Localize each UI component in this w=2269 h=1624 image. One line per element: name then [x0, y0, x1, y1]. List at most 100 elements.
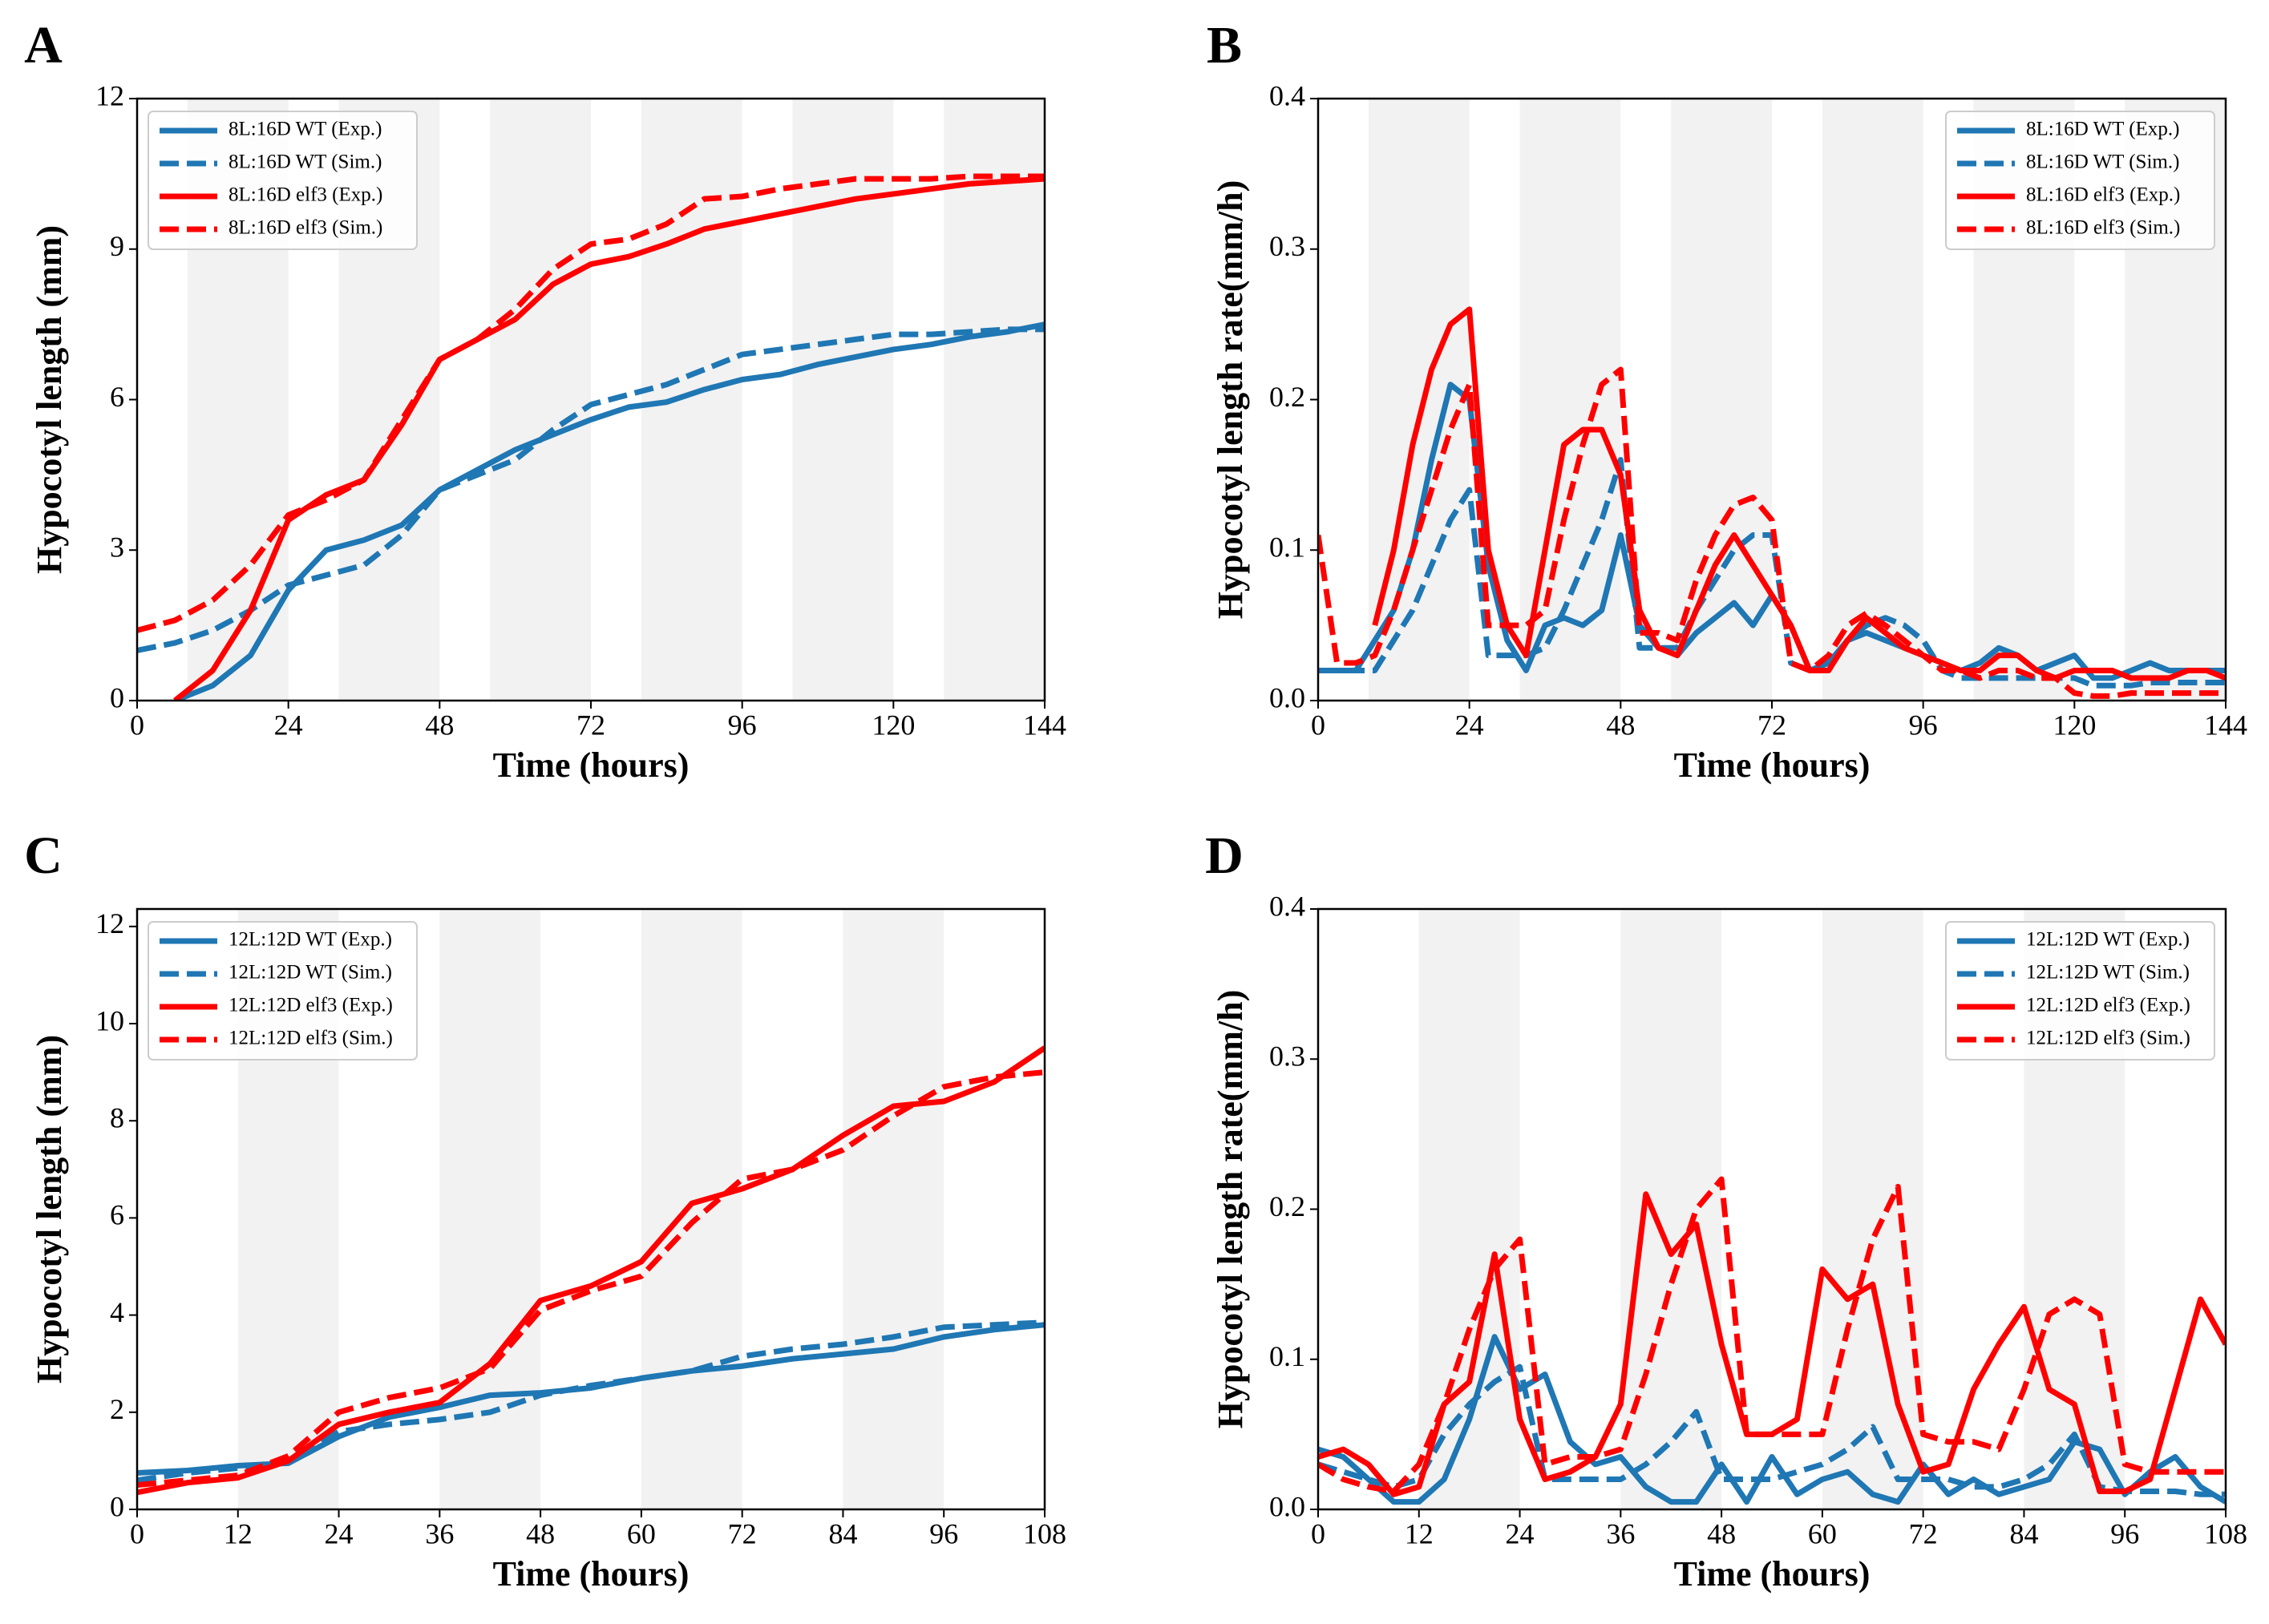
panel: D 0 12 24 36 48 60 72 84 96 108 0.0 0.1 0.2 0.3 0.4 Time…: [1205, 826, 2247, 1594]
panel-label: B: [1207, 16, 1242, 75]
x-tick-label: 36: [425, 1517, 454, 1549]
x-tick-label: 72: [1909, 1517, 1938, 1549]
y-tick-label: 0.4: [1269, 890, 1305, 922]
x-tick-label: 0: [1311, 709, 1325, 741]
x-axis-label: Time (hours): [1674, 745, 1871, 785]
x-tick-label: 48: [1606, 709, 1635, 741]
x-tick-label: 144: [2204, 709, 2247, 741]
legend-label: 8L:16D elf3 (Sim.): [229, 217, 382, 239]
y-tick-label: 12: [95, 907, 124, 939]
dark-period: [944, 99, 1045, 701]
dark-period: [1418, 909, 1520, 1509]
x-tick-label: 96: [1909, 709, 1938, 741]
x-tick-label: 12: [1405, 1517, 1434, 1549]
y-axis-label: Hypocotyl length rate(mm/h): [1211, 990, 1250, 1428]
legend-label: 8L:16D elf3 (Exp.): [229, 184, 382, 206]
y-axis-label: Hypocotyl length (mm): [30, 1035, 69, 1384]
y-tick-label: 12: [95, 79, 124, 111]
x-tick-label: 48: [526, 1517, 555, 1549]
legend-label: 12L:12D elf3 (Exp.): [229, 995, 393, 1016]
dark-period: [792, 99, 894, 701]
legend-label: 8L:16D WT (Exp.): [2026, 119, 2179, 140]
legend-label: 8L:16D elf3 (Sim.): [2026, 217, 2180, 239]
series-line: [173, 321, 1045, 701]
panel-label: A: [24, 16, 63, 75]
x-tick-label: 108: [2204, 1517, 2247, 1549]
x-tick-label: 48: [1707, 1517, 1736, 1549]
panel-label: D: [1205, 826, 1244, 885]
series-line: [137, 173, 1045, 633]
y-axis-label: Hypocotyl length rate(mm/h): [1211, 180, 1250, 619]
x-tick-label: 24: [1506, 1517, 1535, 1549]
legend-label: 12L:12D WT (Sim.): [2026, 962, 2190, 984]
legend-box: [148, 111, 418, 250]
x-tick-label: 84: [2009, 1517, 2038, 1549]
panel-label: C: [24, 826, 63, 885]
x-tick-label: 84: [828, 1517, 857, 1549]
dark-period: [1822, 99, 1923, 701]
x-tick-label: 72: [1757, 709, 1786, 741]
x-axis-label: Time (hours): [493, 745, 690, 785]
x-tick-label: 108: [1023, 1517, 1066, 1549]
x-tick-label: 60: [627, 1517, 656, 1549]
dark-period: [490, 99, 591, 701]
y-tick-label: 0.2: [1269, 1190, 1305, 1222]
y-tick-label: 9: [110, 230, 124, 262]
legend-label: 12L:12D WT (Exp.): [229, 929, 392, 951]
legend-box: [1945, 921, 2215, 1060]
dark-period: [641, 909, 742, 1509]
x-tick-label: 60: [1808, 1517, 1837, 1549]
x-tick-label: 0: [130, 709, 144, 741]
series-line: [1318, 1176, 2226, 1495]
dark-period: [641, 99, 742, 701]
legend-label: 8L:16D elf3 (Exp.): [2026, 184, 2180, 206]
x-tick-label: 24: [325, 1517, 354, 1549]
legend-label: 12L:12D elf3 (Sim.): [229, 1028, 393, 1049]
y-tick-label: 6: [110, 381, 124, 413]
x-tick-label: 48: [425, 709, 454, 741]
dark-period: [843, 909, 944, 1509]
y-tick-label: 0: [110, 1490, 124, 1522]
y-tick-label: 6: [110, 1199, 124, 1231]
x-tick-label: 96: [929, 1517, 958, 1549]
x-tick-label: 120: [872, 709, 915, 741]
y-tick-label: 4: [110, 1296, 124, 1328]
x-tick-label: 12: [224, 1517, 253, 1549]
x-tick-label: 36: [1606, 1517, 1635, 1549]
y-tick-label: 0.4: [1269, 79, 1305, 111]
y-tick-label: 0.0: [1269, 1490, 1305, 1522]
series-line: [137, 1045, 1045, 1496]
legend-label: 12L:12D elf3 (Sim.): [2026, 1028, 2190, 1049]
legend-label: 12L:12D WT (Sim.): [229, 962, 392, 984]
y-tick-label: 8: [110, 1101, 124, 1133]
x-tick-label: 72: [728, 1517, 757, 1549]
panel: A 0 24 48 72 96 120 144 0 3 6 9 12 Time (hours) Hypoco…: [24, 16, 1066, 785]
y-tick-label: 2: [110, 1393, 124, 1425]
y-tick-label: 0.2: [1269, 381, 1305, 413]
legend-box: [148, 921, 418, 1060]
series-line: [1318, 1363, 2226, 1497]
y-tick-label: 0: [110, 681, 124, 713]
series-line: [1318, 366, 2226, 699]
legend-label: 8L:16D WT (Sim.): [2026, 151, 2179, 173]
dark-period: [1368, 99, 1470, 701]
series-line: [172, 176, 1045, 701]
panel: B 0 24 48 72 96 120 144 0.0 0.1 0.2 0.3 0.4 Time (hou…: [1207, 16, 2247, 785]
y-tick-label: 0.3: [1269, 230, 1305, 262]
legend-box: [1945, 111, 2215, 250]
x-tick-label: 24: [1455, 709, 1484, 741]
x-tick-label: 72: [576, 709, 605, 741]
x-tick-label: 0: [130, 1517, 144, 1549]
legend-label: 12L:12D elf3 (Exp.): [2026, 995, 2190, 1016]
legend-label: 8L:16D WT (Sim.): [229, 151, 382, 173]
y-tick-label: 0.1: [1269, 1340, 1305, 1372]
x-tick-label: 96: [2110, 1517, 2139, 1549]
plot-frame: [135, 907, 1046, 1511]
x-tick-label: 144: [1023, 709, 1066, 741]
x-tick-label: 96: [728, 709, 757, 741]
x-tick-label: 120: [2053, 709, 2096, 741]
legend-label: 8L:16D WT (Exp.): [229, 119, 382, 140]
y-axis-label: Hypocotyl length (mm): [30, 225, 69, 574]
